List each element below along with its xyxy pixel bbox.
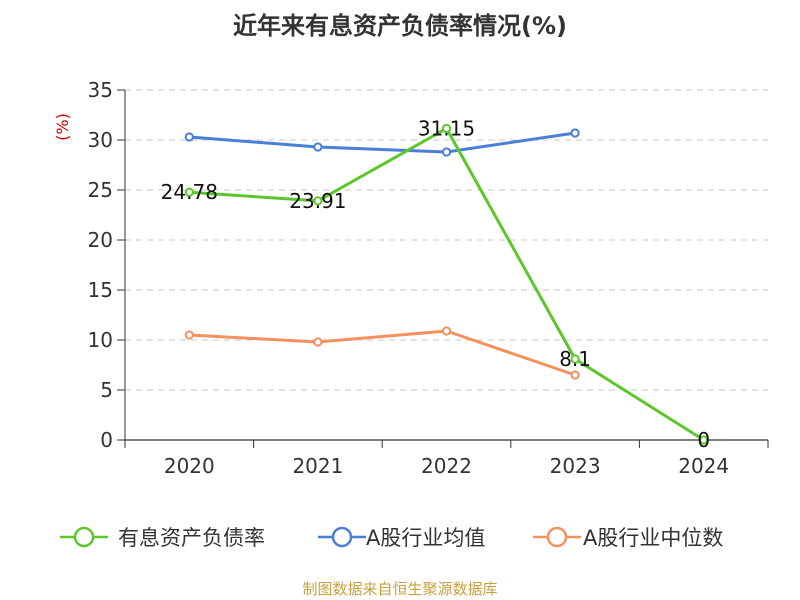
point-有息资产负债率-2023 — [570, 354, 580, 364]
legend: 有息资产负债率 A股行业均值 A股行业中位数 — [60, 526, 723, 550]
data-label-2022: 31.15 — [418, 117, 475, 141]
y-tick-label-10: 10 — [88, 328, 113, 352]
series-line-A股行业均值 — [187, 131, 577, 154]
data-label-2023: 8.1 — [559, 347, 591, 371]
y-tick-label-0: 0 — [100, 428, 113, 452]
data-labels: 24.78 23.91 31.15 8.1 0 — [161, 117, 710, 453]
y-tick-label-25: 25 — [88, 178, 113, 202]
legend-item-A股行业均值: A股行业均值 — [318, 526, 485, 550]
data-label-2020: 24.78 — [161, 180, 218, 204]
point-A股行业中位数-2023 — [570, 370, 580, 380]
legend-label: A股行业均值 — [366, 526, 485, 550]
y-tick-label-5: 5 — [100, 378, 113, 402]
point-有息资产负债率-2024 — [699, 435, 709, 445]
axes — [117, 89, 769, 448]
x-tick-label-2024: 2024 — [678, 454, 729, 478]
series-line-有息资产负债率 — [187, 127, 706, 442]
series-line-A股行业中位数 — [187, 329, 577, 377]
x-tick-label-2023: 2023 — [550, 454, 601, 478]
point-有息资产负债率-2022 — [441, 123, 452, 134]
y-tick-label-20: 20 — [88, 228, 113, 252]
y-axis-label: (%) — [53, 113, 72, 141]
point-有息资产负债率-2021 — [313, 196, 323, 206]
legend-item-A股行业中位数: A股行业中位数 — [533, 526, 723, 550]
legend-swatch-marker — [331, 526, 353, 548]
data-label-2021: 23.91 — [289, 189, 346, 213]
source-note: 制图数据来自恒生聚源数据库 — [302, 580, 497, 598]
y-tick-label-15: 15 — [88, 278, 113, 302]
point-A股行业中位数-2022 — [441, 326, 452, 336]
chart-title: 近年来有息资产负债率情况(%) — [233, 12, 567, 40]
point-A股行业中位数-2020 — [184, 330, 194, 340]
x-tick-labels: 2020 2021 2022 2023 2024 — [164, 454, 729, 478]
legend-item-有息资产负债率: 有息资产负债率 — [60, 526, 265, 550]
grid-lines — [125, 89, 768, 391]
point-A股行业中位数-2021 — [313, 337, 323, 347]
y-tick-labels: 0 5 10 15 20 25 30 35 — [88, 78, 113, 452]
x-tick-label-2020: 2020 — [164, 454, 215, 478]
legend-label: 有息资产负债率 — [118, 526, 265, 550]
legend-swatch-marker — [546, 526, 568, 548]
point-A股行业均值-2023 — [570, 128, 580, 138]
point-A股行业均值-2020 — [184, 132, 194, 142]
y-tick-label-35: 35 — [88, 78, 113, 102]
point-有息资产负债率-2020 — [184, 187, 194, 197]
legend-swatch-marker — [73, 526, 95, 548]
x-tick-label-2021: 2021 — [292, 454, 343, 478]
x-tick-label-2022: 2022 — [421, 454, 472, 478]
series-lines — [187, 127, 706, 442]
point-A股行业均值-2021 — [313, 142, 323, 152]
legend-label: A股行业中位数 — [583, 526, 723, 550]
data-label-2024: 0 — [697, 428, 710, 452]
series-points — [184, 123, 709, 445]
y-tick-label-30: 30 — [88, 128, 113, 152]
point-A股行业均值-2022 — [441, 147, 452, 157]
